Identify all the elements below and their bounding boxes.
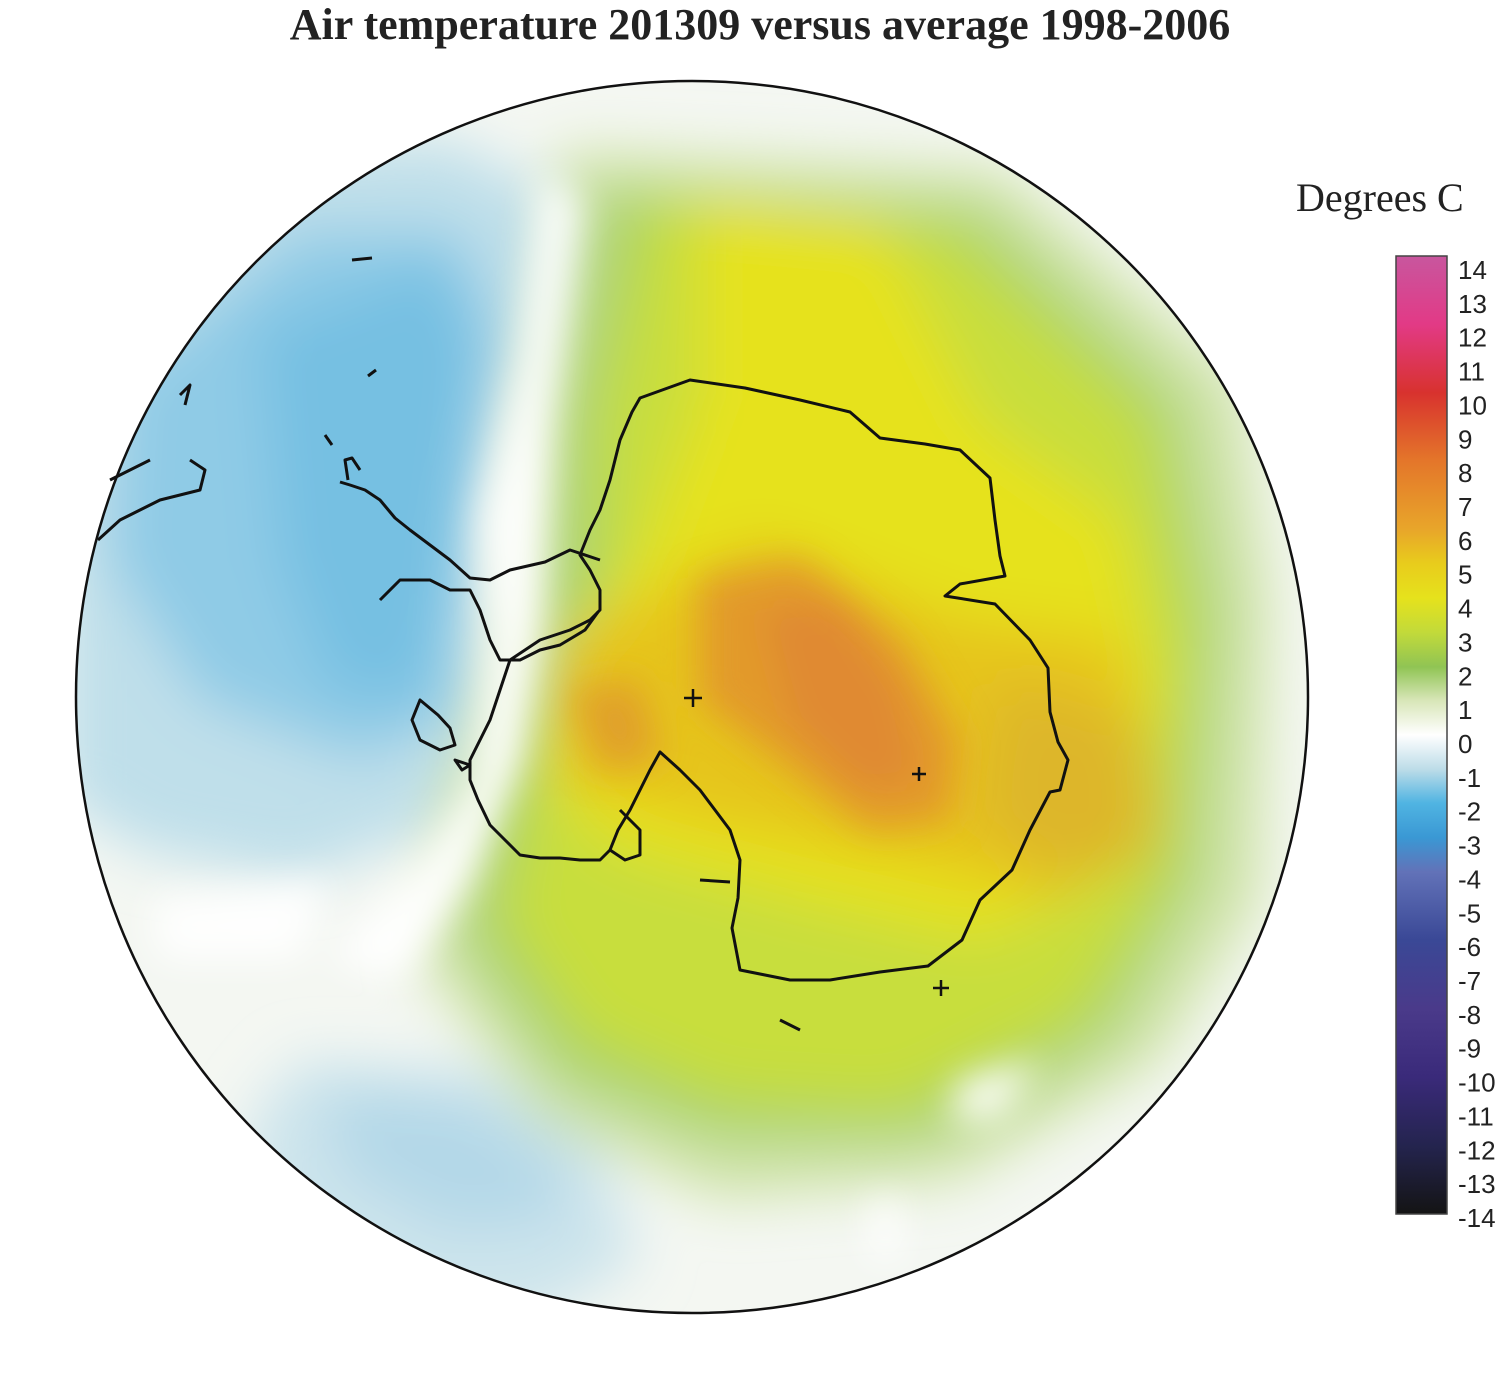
colorbar-tick-label: 7	[1458, 492, 1472, 522]
peninsula-islands	[343, 456, 472, 772]
antarctica-coastline	[468, 378, 1070, 982]
colorbar-tick-label: -13	[1458, 1169, 1496, 1199]
colorbar-tick-label: 12	[1458, 323, 1487, 353]
colorbar-tick-label: -5	[1458, 898, 1481, 928]
antarctic-peninsula	[339, 480, 601, 662]
map-title: Air temperature 201309 versus average 19…	[289, 0, 1231, 49]
colorbar-tick-label: 8	[1458, 458, 1472, 488]
colorbar-tick-label: 14	[1458, 255, 1487, 285]
colorbar-tick-label: 5	[1458, 560, 1472, 590]
colorbar-tick-label: 6	[1458, 526, 1472, 556]
colorbar-tick-label: -2	[1458, 797, 1481, 827]
station-markers	[684, 689, 949, 996]
colorbar-tick-label: 13	[1458, 289, 1487, 319]
colorbar-tick-label: 10	[1458, 390, 1487, 420]
temperature-field	[76, 81, 1308, 1313]
legend-title: Degrees C	[1296, 175, 1464, 220]
colorbar-tick-label: -1	[1458, 763, 1481, 793]
colorbar-tick-label: -14	[1458, 1203, 1496, 1233]
colorbar-tick-label: -7	[1458, 966, 1481, 996]
station-marker	[912, 767, 926, 781]
colorbar-tick-label: -10	[1458, 1068, 1496, 1098]
colorbar-tick-label: -9	[1458, 1034, 1481, 1064]
coastlines	[96, 256, 1070, 1032]
colorbar-tick-label: -8	[1458, 1000, 1481, 1030]
map-boundary	[74, 79, 1310, 1315]
colorbar-tick-label: -4	[1458, 864, 1481, 894]
colorbar: 14131211109876543210-1-2-3-4-5-6-7-8-9-1…	[1395, 255, 1496, 1233]
colorbar-tick-label: -12	[1458, 1135, 1496, 1165]
colorbar-tick-label: 3	[1458, 627, 1472, 657]
colorbar-tick-label: 11	[1458, 357, 1485, 387]
colorbar-gradient	[1395, 255, 1448, 1215]
colorbar-tick-label: 0	[1458, 729, 1472, 759]
colorbar-tick-label: -3	[1458, 831, 1481, 861]
colorbar-tick-label: 1	[1458, 695, 1472, 725]
station-marker	[684, 689, 702, 707]
colorbar-tick-label: 9	[1458, 424, 1472, 454]
ross-ice-front	[609, 808, 801, 1032]
station-marker	[933, 980, 949, 996]
colorbar-tick-label: -11	[1458, 1101, 1494, 1131]
south-america-tip	[96, 256, 377, 542]
colorbar-tick-label: 4	[1458, 594, 1472, 624]
colorbar-tick-label: -6	[1458, 932, 1481, 962]
colorbar-tick-label: 2	[1458, 661, 1472, 691]
